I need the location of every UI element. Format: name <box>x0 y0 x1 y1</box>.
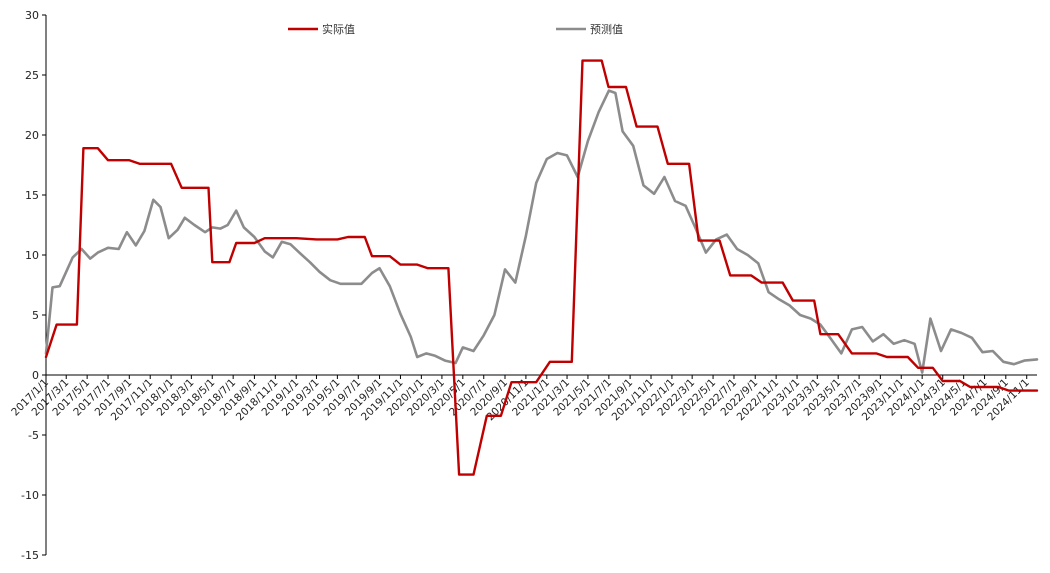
y-tick-label: 0 <box>32 369 39 382</box>
y-tick-label: 25 <box>25 69 39 82</box>
y-tick-label: 20 <box>25 129 39 142</box>
y-tick-label: 15 <box>25 189 39 202</box>
y-tick-label: -10 <box>21 489 39 502</box>
series-line-actual <box>44 59 1039 476</box>
legend-label-forecast: 预测值 <box>590 23 623 36</box>
y-tick-label: -5 <box>28 429 39 442</box>
y-axis: -15 -10 -5 0 5 10 15 20 25 30 <box>21 9 47 562</box>
y-tick-label: 10 <box>25 249 39 262</box>
y-tick-label: 5 <box>32 309 39 322</box>
y-tick-label: -15 <box>21 549 39 562</box>
series-lines <box>44 59 1039 476</box>
series-line-forecast <box>44 89 1039 374</box>
legend: 实际值 预测值 <box>288 22 623 36</box>
legend-label-actual: 实际值 <box>322 22 355 36</box>
y-tick-label: 30 <box>25 9 39 22</box>
